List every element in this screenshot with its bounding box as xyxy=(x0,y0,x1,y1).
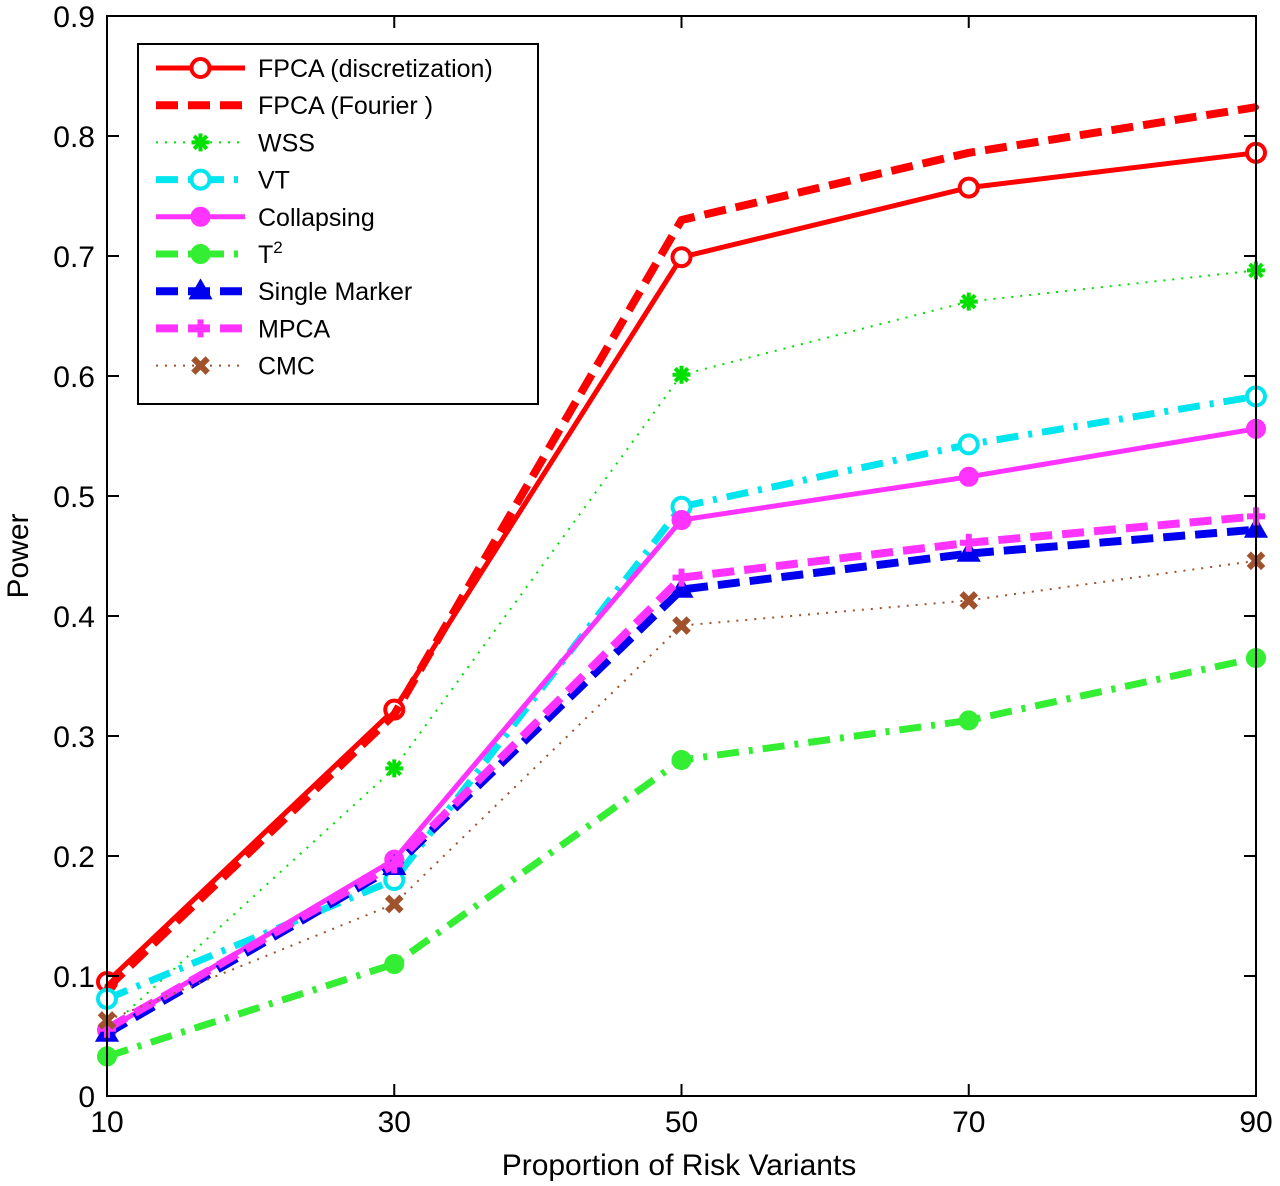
legend-marker-9 xyxy=(191,356,210,375)
y-tick-label: 0.1 xyxy=(53,961,95,994)
y-tick-label: 0.8 xyxy=(53,121,95,154)
y-axis-label: Power xyxy=(2,513,35,598)
y-tick-label: 0.3 xyxy=(53,721,95,754)
legend-label-9: CMC xyxy=(258,353,315,381)
x-tick-label: 10 xyxy=(90,1106,123,1139)
data-point-7-3 xyxy=(669,576,694,598)
legend-label-5: Collapsing xyxy=(258,204,375,232)
y-tick-label: 0.4 xyxy=(53,601,95,634)
y-tick-label: 0.6 xyxy=(53,361,95,394)
legend-label-2: FPCA (Fourier ) xyxy=(258,92,433,120)
data-point-9-3 xyxy=(672,616,691,635)
x-tick-label: 90 xyxy=(1239,1106,1272,1139)
data-point-4-4 xyxy=(957,433,980,456)
x-tick-label: 50 xyxy=(665,1106,698,1139)
data-point-8-2 xyxy=(385,855,404,874)
legend-marker-6 xyxy=(190,244,211,264)
series-line-7 xyxy=(104,525,1257,1038)
y-tick-label: 0.9 xyxy=(53,1,95,34)
data-point-2-2 xyxy=(391,711,398,718)
data-point-9-2 xyxy=(384,894,404,914)
y-tick-label: 0.2 xyxy=(53,841,95,874)
data-point-3-2 xyxy=(385,759,404,778)
legend-marker-3 xyxy=(191,133,210,152)
legend-marker-7 xyxy=(188,278,213,300)
y-tick-label: 0.5 xyxy=(53,481,95,514)
legend: FPCA (discretization) FPCA (Fourier ) WSS V… xyxy=(137,43,539,405)
legend-label-3: WSS xyxy=(258,129,315,157)
data-point-6-2 xyxy=(384,954,405,974)
data-point-6-4 xyxy=(958,710,979,731)
legend-marker-2 xyxy=(197,102,204,109)
legend-label-8: MPCA xyxy=(258,315,331,343)
y-tick-label: 0 xyxy=(78,1081,95,1114)
legend-label-1: FPCA (discretization) xyxy=(258,55,493,83)
data-point-8-3 xyxy=(672,568,691,587)
legend-marker-8 xyxy=(191,319,210,338)
data-point-9-4 xyxy=(959,591,979,610)
legend-marker-1 xyxy=(189,57,212,79)
data-point-6-3 xyxy=(671,750,692,770)
x-axis-label: Proportion of Risk Variants xyxy=(502,1149,857,1182)
data-point-1-4 xyxy=(957,176,980,199)
tick-layer: 10 30 50 70 90 0 0.1 0.2 0.3 0.4 0.5 0.6 0.7 0.8 0.9 xyxy=(53,1,1272,1139)
data-point-2-3 xyxy=(678,217,685,223)
y-tick-label: 0.7 xyxy=(53,241,95,274)
legend-label-7: Single Marker xyxy=(258,278,412,306)
data-point-1-3 xyxy=(670,246,693,269)
data-point-3-4 xyxy=(959,292,978,311)
data-point-5-4 xyxy=(958,466,979,487)
data-point-5-3 xyxy=(671,510,692,530)
x-tick-label: 70 xyxy=(952,1106,985,1139)
x-tick-label: 30 xyxy=(378,1106,411,1139)
legend-marker-5 xyxy=(190,206,211,227)
series-line-6 xyxy=(105,654,1257,1060)
data-point-8-4 xyxy=(959,533,978,552)
legend-marker-4 xyxy=(189,168,212,191)
data-point-3-3 xyxy=(672,365,691,384)
legend-label-4: VT xyxy=(258,167,290,195)
data-point-2-4 xyxy=(965,149,972,156)
